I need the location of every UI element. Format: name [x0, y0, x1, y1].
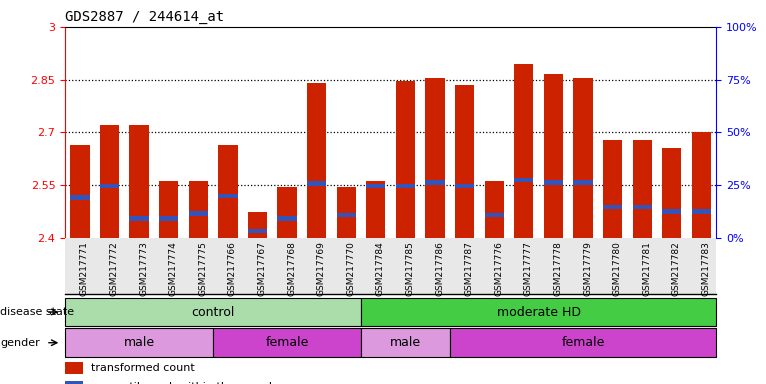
- Text: gender: gender: [0, 338, 40, 348]
- Text: GSM217777: GSM217777: [524, 241, 533, 296]
- Bar: [361, 298, 716, 326]
- Text: GSM217769: GSM217769: [316, 241, 326, 296]
- Bar: [544, 180, 563, 185]
- Bar: [129, 126, 149, 238]
- Bar: [70, 145, 90, 238]
- Text: GSM217768: GSM217768: [287, 241, 296, 296]
- Text: GSM217780: GSM217780: [613, 241, 622, 296]
- Text: GSM217785: GSM217785: [405, 241, 414, 296]
- Bar: [307, 83, 326, 238]
- Bar: [396, 81, 415, 238]
- Bar: [70, 195, 90, 200]
- Text: male: male: [123, 336, 155, 349]
- Text: GSM217766: GSM217766: [228, 241, 237, 296]
- Bar: [336, 213, 356, 217]
- Bar: [277, 187, 296, 238]
- Bar: [218, 194, 237, 198]
- Bar: [188, 211, 208, 216]
- Text: female: female: [561, 336, 604, 349]
- Bar: [633, 139, 652, 238]
- Bar: [574, 180, 593, 185]
- Bar: [692, 132, 711, 238]
- Bar: [65, 328, 213, 357]
- Bar: [248, 229, 267, 233]
- Bar: [366, 181, 385, 238]
- Bar: [65, 298, 361, 326]
- Text: GSM217781: GSM217781: [642, 241, 651, 296]
- Bar: [603, 205, 622, 209]
- Text: GSM217786: GSM217786: [435, 241, 444, 296]
- Bar: [159, 217, 178, 221]
- Bar: [248, 212, 267, 238]
- Text: GSM217778: GSM217778: [553, 241, 562, 296]
- Text: GSM217782: GSM217782: [672, 241, 681, 296]
- Bar: [188, 181, 208, 238]
- Text: GSM217776: GSM217776: [494, 241, 503, 296]
- Bar: [485, 181, 504, 238]
- Text: disease state: disease state: [0, 307, 74, 317]
- Bar: [662, 148, 682, 238]
- Bar: [514, 64, 533, 238]
- Bar: [218, 145, 237, 238]
- Bar: [213, 328, 361, 357]
- Text: moderate HD: moderate HD: [496, 306, 581, 318]
- Bar: [450, 328, 716, 357]
- Text: GSM217770: GSM217770: [346, 241, 355, 296]
- Text: female: female: [265, 336, 309, 349]
- Bar: [366, 184, 385, 188]
- Text: percentile rank within the sample: percentile rank within the sample: [91, 382, 279, 384]
- Bar: [307, 181, 326, 186]
- Bar: [65, 381, 83, 384]
- Bar: [425, 78, 445, 238]
- Text: control: control: [192, 306, 234, 318]
- Text: male: male: [390, 336, 421, 349]
- Bar: [425, 180, 445, 185]
- Bar: [361, 328, 450, 357]
- Bar: [455, 184, 474, 188]
- Text: GSM217787: GSM217787: [465, 241, 473, 296]
- Text: transformed count: transformed count: [91, 363, 195, 373]
- Text: GSM217774: GSM217774: [169, 241, 178, 296]
- Text: GSM217784: GSM217784: [376, 241, 385, 296]
- Text: GSM217771: GSM217771: [80, 241, 89, 296]
- Bar: [633, 205, 652, 209]
- Bar: [65, 362, 83, 374]
- Bar: [662, 209, 682, 214]
- Bar: [336, 187, 356, 238]
- Bar: [159, 181, 178, 238]
- Bar: [692, 209, 711, 214]
- Bar: [100, 184, 119, 188]
- Bar: [129, 217, 149, 221]
- Text: GSM217783: GSM217783: [702, 241, 710, 296]
- Bar: [396, 184, 415, 188]
- Text: GDS2887 / 244614_at: GDS2887 / 244614_at: [65, 10, 224, 25]
- Text: GSM217772: GSM217772: [110, 241, 119, 296]
- Bar: [455, 85, 474, 238]
- Bar: [277, 217, 296, 221]
- Bar: [603, 139, 622, 238]
- Bar: [574, 78, 593, 238]
- Text: GSM217779: GSM217779: [583, 241, 592, 296]
- Text: GSM217773: GSM217773: [139, 241, 148, 296]
- Bar: [514, 178, 533, 182]
- Bar: [100, 126, 119, 238]
- Text: GSM217775: GSM217775: [198, 241, 208, 296]
- Text: GSM217767: GSM217767: [257, 241, 267, 296]
- Bar: [544, 74, 563, 238]
- Bar: [485, 213, 504, 217]
